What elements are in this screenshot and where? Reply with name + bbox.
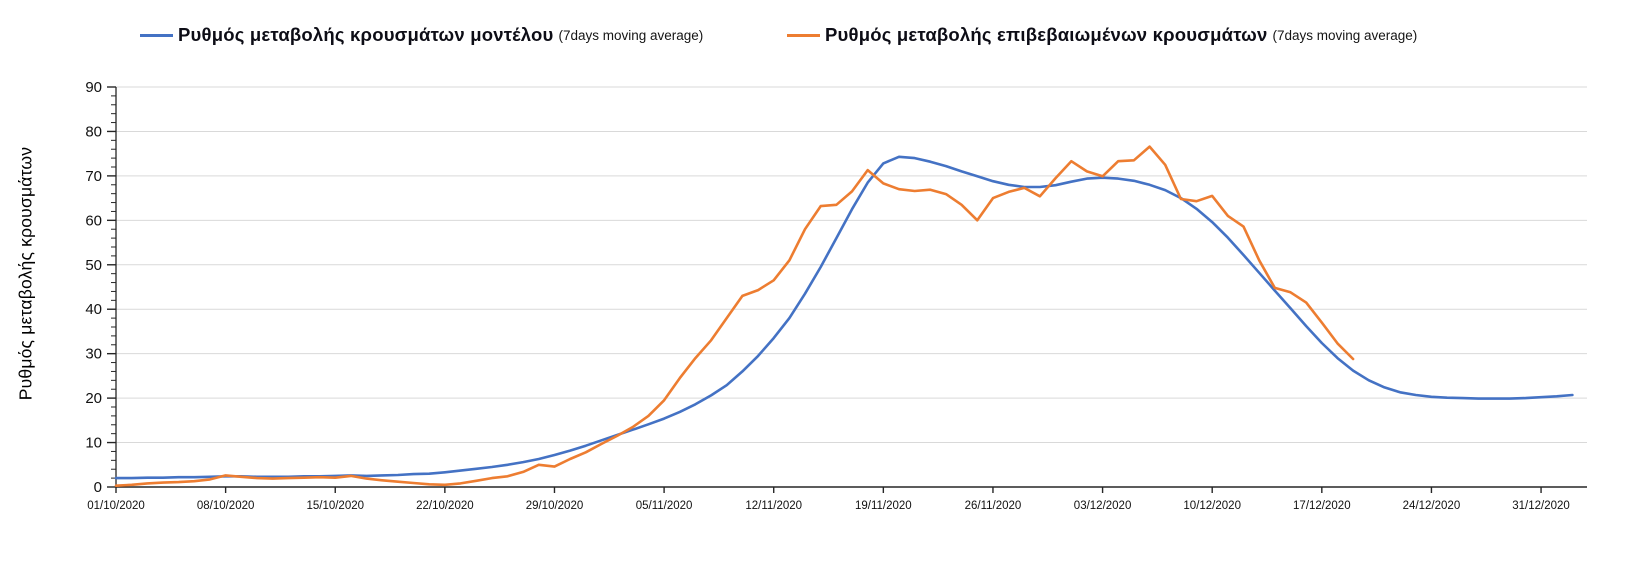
y-tick-label-60: 60 [85, 212, 102, 229]
x-tick-label-15/10/2020: 15/10/2020 [306, 500, 364, 512]
x-tick-label-19/11/2020: 19/11/2020 [855, 500, 912, 512]
y-tick-label-90: 90 [85, 79, 102, 96]
x-tick-label-01/10/2020: 01/10/2020 [87, 500, 145, 512]
x-tick-label-24/12/2020: 24/12/2020 [1403, 500, 1461, 512]
x-tick-label-03/12/2020: 03/12/2020 [1074, 500, 1132, 512]
y-tick-label-0: 0 [94, 479, 102, 496]
x-tick-label-17/12/2020: 17/12/2020 [1293, 500, 1351, 512]
x-tick-label-12/11/2020: 12/11/2020 [745, 500, 802, 512]
legend-label-confirmed: Ρυθμός μεταβολής επιβεβαιωμένων κρουσμάτ… [825, 24, 1268, 45]
x-tick-label-29/10/2020: 29/10/2020 [526, 500, 584, 512]
y-tick-label-80: 80 [85, 123, 102, 140]
legend-suffix-model: (7days moving average) [558, 27, 704, 43]
y-tick-label-70: 70 [85, 168, 102, 185]
legend-line-swatch-blue [140, 33, 173, 37]
x-tick-label-31/12/2020: 31/12/2020 [1512, 500, 1570, 512]
y-axis-title: Ρυθμός μεταβολής κρουσμάτων [15, 146, 36, 401]
x-tick-label-10/12/2020: 10/12/2020 [1183, 500, 1241, 512]
series-line-confirmed [114, 145, 1355, 488]
legend-item-model: Ρυθμός μεταβολής κρουσμάτων μοντέλου (7d… [140, 24, 703, 46]
y-tick-label-20: 20 [85, 390, 102, 407]
series-line-model [114, 155, 1574, 480]
legend-item-confirmed: Ρυθμός μεταβολής επιβεβαιωμένων κρουσμάτ… [787, 24, 1417, 46]
x-tick-label-05/11/2020: 05/11/2020 [636, 500, 693, 512]
legend-label-model: Ρυθμός μεταβολής κρουσμάτων μοντέλου [178, 24, 554, 45]
y-tick-label-40: 40 [85, 301, 102, 318]
y-tick-label-50: 50 [85, 257, 102, 274]
legend: Ρυθμός μεταβολής κρουσμάτων μοντέλου (7d… [0, 24, 1628, 58]
x-tick-label-26/11/2020: 26/11/2020 [965, 500, 1022, 512]
x-tick-label-22/10/2020: 22/10/2020 [416, 500, 474, 512]
legend-suffix-confirmed: (7days moving average) [1272, 27, 1418, 43]
y-tick-label-10: 10 [85, 435, 102, 452]
x-tick-label-08/10/2020: 08/10/2020 [197, 500, 255, 512]
legend-line-swatch-orange [787, 33, 820, 37]
y-tick-label-30: 30 [85, 346, 102, 363]
